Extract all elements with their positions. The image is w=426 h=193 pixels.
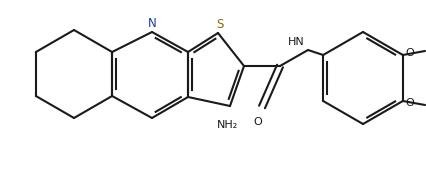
Text: O: O [406, 98, 414, 108]
Text: HN: HN [288, 37, 305, 47]
Text: O: O [406, 48, 414, 58]
Text: O: O [253, 117, 262, 127]
Text: N: N [148, 17, 156, 30]
Text: NH₂: NH₂ [217, 120, 239, 130]
Text: S: S [216, 18, 224, 31]
